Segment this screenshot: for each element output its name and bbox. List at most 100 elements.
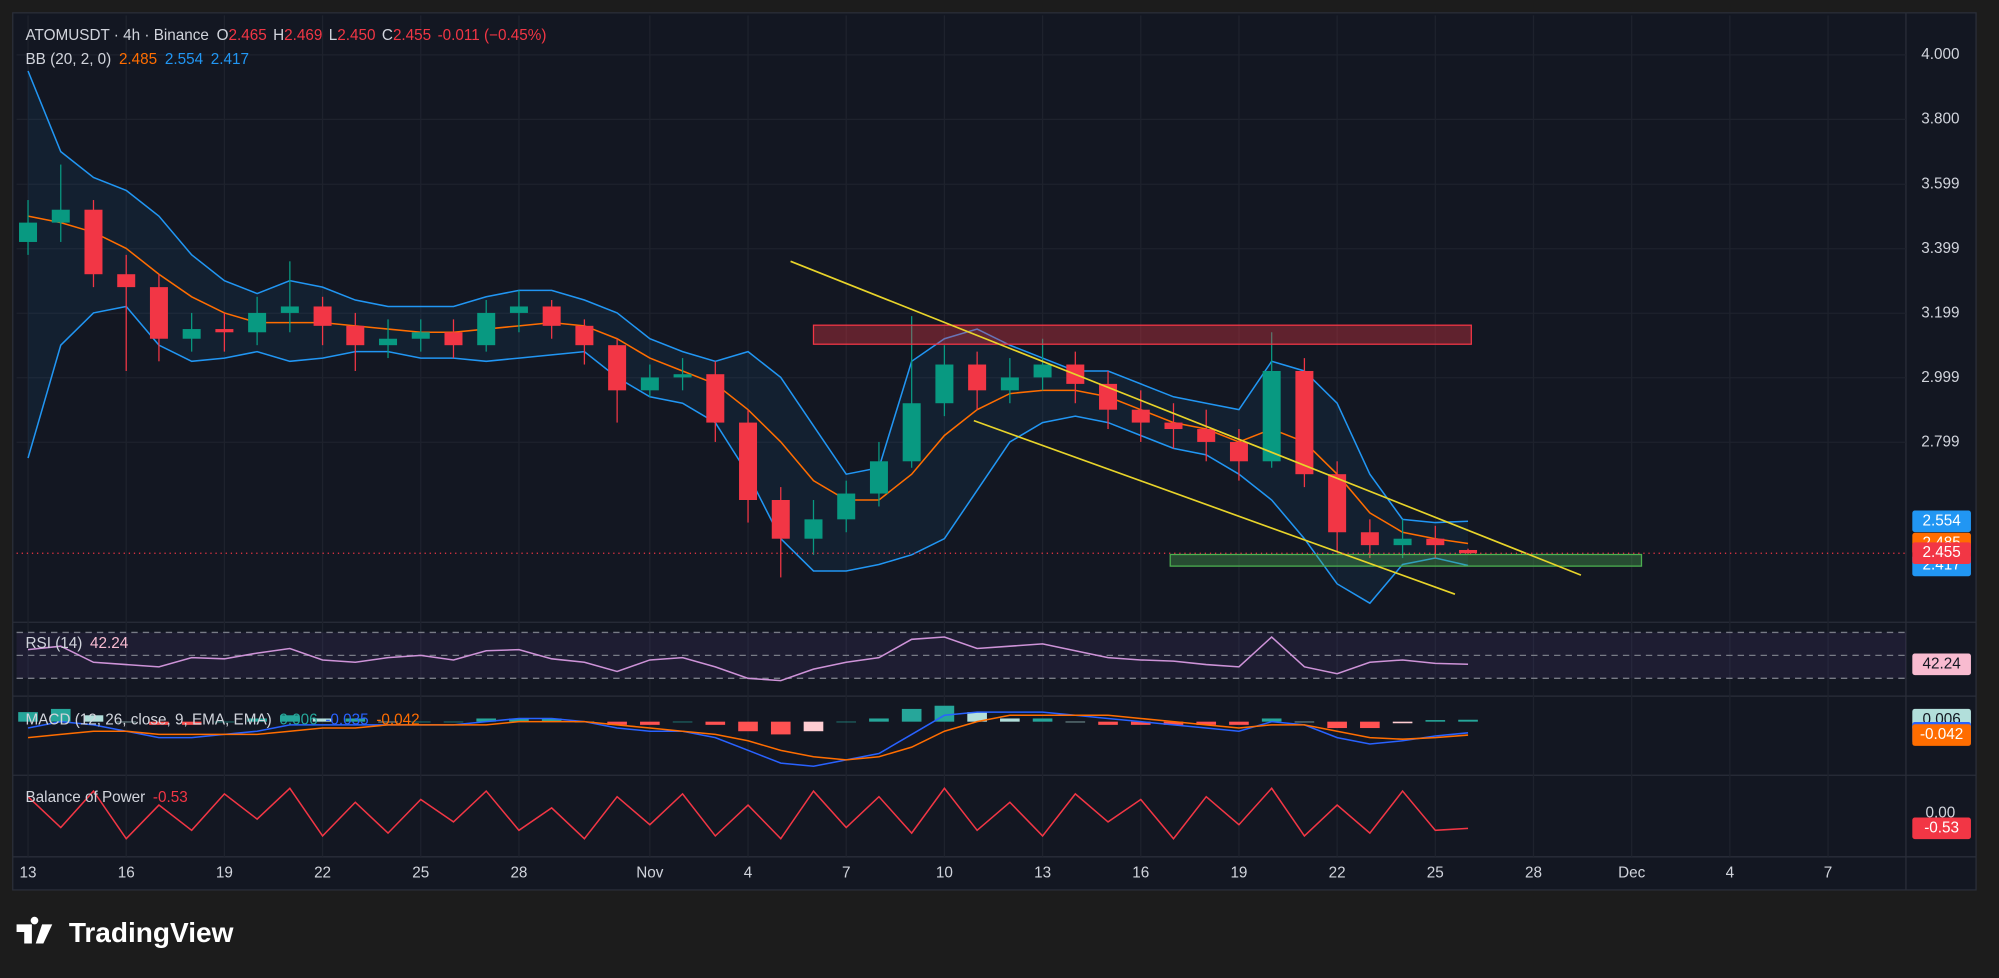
x-tick-label: 19 [1230, 864, 1247, 881]
y-tick-label: 3.399 [1921, 240, 1959, 257]
x-tick-label: 13 [1034, 864, 1051, 881]
candle-body [771, 499, 790, 539]
histogram-bar [345, 718, 366, 722]
candle-body [1099, 383, 1118, 410]
candle-body [1229, 441, 1248, 462]
y-tick-label: 3.199 [1921, 304, 1959, 321]
histogram-bar [509, 718, 529, 722]
histogram-bar [1032, 718, 1053, 722]
histogram-bar [443, 721, 464, 723]
indicator-line [27, 786, 1469, 840]
candle-body [346, 325, 365, 346]
ohlc-value: 2.469 [284, 27, 322, 44]
histogram-bar [214, 721, 235, 723]
candle-body [19, 222, 38, 242]
legend-value: 2.485 [119, 51, 157, 68]
candle-body [1164, 422, 1183, 430]
indicator-line [27, 635, 1469, 682]
logo: TradingView [16, 916, 234, 948]
histogram-bar [836, 721, 857, 723]
candle-body [869, 461, 888, 494]
symbol: ATOMUSDT · 4h · Binance [25, 27, 208, 44]
indicator-name: MACD (12, 26, close, 9, EMA, EMA) [25, 711, 271, 728]
candle-body [706, 374, 725, 423]
candle-body [411, 332, 430, 339]
candle-body [84, 209, 103, 275]
histogram-bar [1130, 721, 1151, 725]
histogram-bar [672, 721, 693, 723]
x-tick-label: 10 [936, 864, 953, 881]
candle-body [673, 374, 692, 378]
candle-body [1328, 474, 1347, 533]
histogram-bar [116, 721, 137, 723]
histogram-bar [1229, 721, 1249, 725]
histogram-bar [1065, 721, 1086, 723]
candle-body [1393, 538, 1412, 546]
histogram-bar [50, 708, 71, 722]
legend-value: -0.042 [376, 711, 419, 728]
trendline [973, 419, 1456, 595]
brand: TradingView [69, 917, 234, 948]
histogram-bar [770, 721, 791, 735]
price-tag-label: 2.554 [1923, 512, 1962, 529]
histogram-bar [1294, 721, 1315, 723]
histogram-bar [247, 718, 267, 722]
candle-body [542, 306, 561, 326]
histogram-bar [181, 721, 202, 725]
x-tick-label: 13 [20, 864, 37, 881]
candle-body [51, 209, 70, 223]
candle-body [902, 403, 921, 462]
ohlc-key: L [329, 27, 338, 44]
x-tick-label: Nov [636, 864, 664, 881]
histogram-bar [967, 712, 987, 722]
x-tick-label: 19 [216, 864, 233, 881]
histogram-bar [312, 718, 333, 722]
indicator-name: Balance of Power [25, 789, 145, 806]
ohlc-value: 2.465 [228, 27, 266, 44]
ohlc-value: 2.450 [337, 27, 375, 44]
ohlc-key: O [217, 27, 229, 44]
legend-value: 0.006 [279, 711, 317, 728]
candle-body [1360, 532, 1379, 546]
x-tick-label: 7 [842, 864, 851, 881]
price-tag-label: 2.455 [1923, 544, 1961, 561]
y-tick-label: 2.999 [1921, 369, 1959, 386]
histogram-bar [705, 721, 726, 725]
price-tag [1912, 817, 1971, 840]
candle-body [968, 364, 987, 391]
candle-body [1295, 370, 1314, 475]
price-tag [1912, 724, 1971, 746]
ohlc-key: C [382, 27, 393, 44]
histogram-bar [803, 721, 824, 732]
histogram-bar [901, 708, 922, 722]
x-tick-label: 16 [118, 864, 135, 881]
histogram-bar [18, 712, 38, 722]
candle-body [739, 422, 758, 500]
candle-body [1262, 370, 1281, 462]
macd-line [27, 714, 1469, 761]
y-tick-label: 3.599 [1921, 175, 1959, 192]
trendline [790, 260, 1582, 576]
histogram-bar [1261, 718, 1282, 722]
x-tick-label: Dec [1618, 864, 1646, 881]
y-tick-label: 0.00 [1925, 805, 1955, 822]
legend-value: -0.035 [325, 711, 368, 728]
candle-body [509, 306, 528, 313]
macd-line [27, 711, 1469, 768]
candle-body [640, 377, 659, 391]
price-tag-label: -0.042 [1920, 726, 1963, 743]
legend-value: 2.554 [165, 51, 204, 68]
legend-value: 42.24 [90, 635, 129, 652]
x-tick-label: 22 [314, 864, 331, 881]
x-tick-label: 7 [1824, 864, 1833, 881]
candle-body [444, 332, 463, 346]
bb-fill [28, 71, 1469, 604]
candle-body [477, 312, 496, 346]
price-tag-label: -0.53 [1924, 819, 1959, 836]
histogram-bar [607, 721, 627, 725]
candle-body [1000, 377, 1019, 391]
candle-body [313, 306, 332, 326]
histogram-bar [1425, 720, 1446, 722]
candle-body [608, 345, 627, 391]
